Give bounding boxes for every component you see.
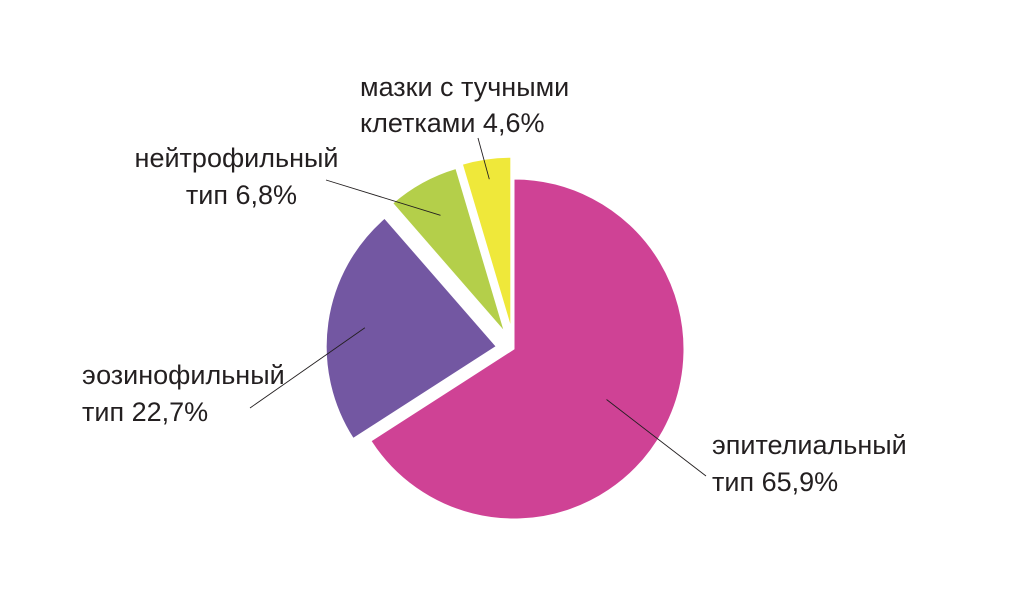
label-eosinophilic: эозинофильный тип 22,7% xyxy=(82,360,292,427)
label-eosinophilic-line-2: тип 22,7% xyxy=(82,397,208,427)
label-mast-cells-line-1: мазки с тучными xyxy=(360,72,569,102)
label-neutrophilic: нейтрофильный тип 6,8% xyxy=(135,143,346,210)
leader-eosinophilic xyxy=(249,327,366,409)
pie-slices xyxy=(325,156,685,520)
leader-neutrophilic xyxy=(325,179,441,216)
label-epithelial-line-1: эпителиальный xyxy=(712,430,907,460)
label-mast-cells: мазки с тучными клетками 4,6% xyxy=(360,72,577,138)
label-neutrophilic-line-2: тип 6,8% xyxy=(186,180,297,210)
leader-lines xyxy=(249,137,707,477)
label-neutrophilic-line-1: нейтрофильный xyxy=(135,143,339,173)
label-mast-cells-line-2: клетками 4,6% xyxy=(360,108,544,138)
label-eosinophilic-line-1: эозинофильный xyxy=(82,360,285,390)
label-epithelial-line-2: тип 65,9% xyxy=(712,467,838,497)
slice-epithelial xyxy=(370,178,685,520)
leader-epithelial xyxy=(606,399,707,477)
label-epithelial: эпителиальный тип 65,9% xyxy=(712,430,914,497)
slice-eosinophilic xyxy=(325,217,497,440)
leader-mast-cells xyxy=(477,137,490,180)
slice-mast-cells xyxy=(461,156,512,328)
